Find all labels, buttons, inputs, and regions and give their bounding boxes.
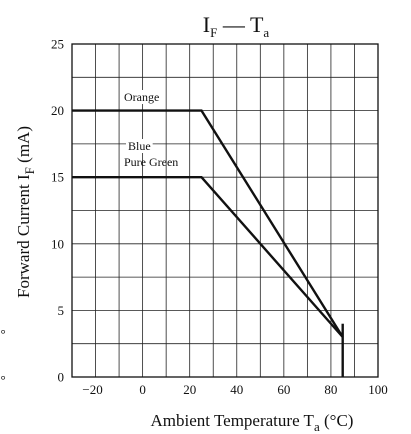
x-tick-label: 40 <box>230 382 243 397</box>
x-tick-label: 100 <box>368 382 388 397</box>
series-label-orange: Orange <box>124 90 159 104</box>
y-axis-title: Forward Current IF (mA) <box>14 126 37 298</box>
chart-title: IF — Ta <box>203 12 270 40</box>
x-tick-label: 0 <box>139 382 146 397</box>
x-tick-label: 20 <box>183 382 196 397</box>
x-tick-label: −20 <box>82 382 102 397</box>
grid <box>72 44 378 377</box>
x-axis-title: Ambient Temperature Ta (°C) <box>151 411 354 434</box>
series-label-pure-green: Pure Green <box>124 155 178 169</box>
edge-fragment-2: 0° <box>0 372 6 387</box>
series-label-blue-bg <box>126 139 153 153</box>
y-tick-label: 5 <box>58 303 65 318</box>
x-tick-label: 80 <box>324 382 337 397</box>
y-tick-label: 15 <box>51 170 64 185</box>
y-tick-label: 0 <box>58 370 65 385</box>
series-label-orange-bg <box>122 90 162 104</box>
x-tick-labels: −20 0 20 40 60 80 100 <box>82 382 387 397</box>
series-line-orange <box>72 109 344 338</box>
y-tick-label: 25 <box>51 37 64 52</box>
y-tick-labels: 0 5 10 15 20 25 <box>51 37 64 385</box>
y-tick-label: 10 <box>51 236 64 251</box>
y-tick-label: 20 <box>51 103 64 118</box>
edge-fragment-1: 0° <box>0 326 6 341</box>
x-tick-label: 60 <box>277 382 290 397</box>
series-label-blue: Blue <box>128 139 151 153</box>
series-line-blue-pure-green <box>72 175 344 338</box>
plot-frame <box>71 43 379 378</box>
